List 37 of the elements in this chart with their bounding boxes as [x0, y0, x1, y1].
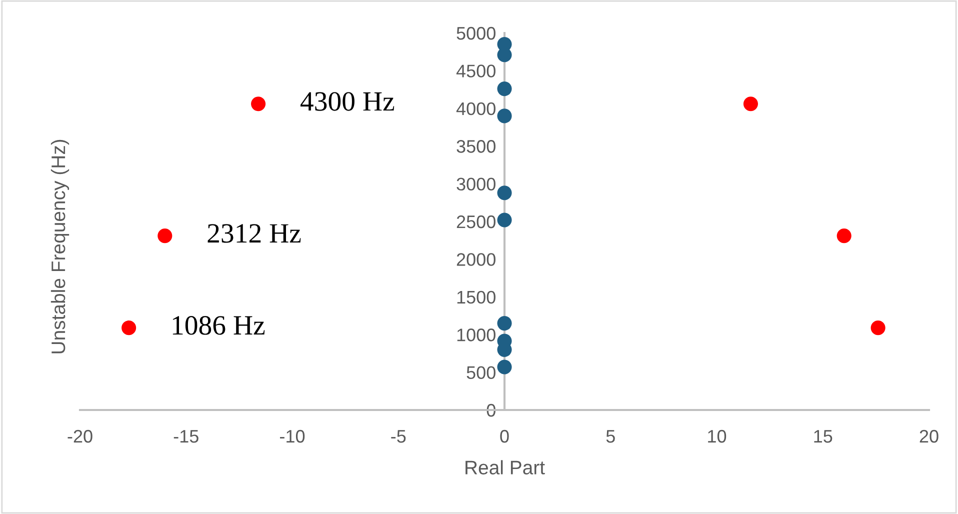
x-tick-label: 15: [814, 430, 832, 443]
point: [743, 96, 758, 112]
y-tick-label: 1000: [457, 328, 496, 342]
point: [122, 320, 136, 336]
annotation: 1086 Hz: [172, 316, 265, 335]
point: [497, 82, 512, 96]
x-tick-label: 10: [708, 430, 726, 443]
y-tick-label: 3000: [456, 178, 496, 191]
point: [497, 48, 512, 62]
x-axis-title: Real Part: [466, 460, 545, 474]
point: [497, 108, 512, 124]
y-tick-label: 4500: [456, 64, 496, 78]
point: [497, 186, 512, 200]
point: [497, 360, 512, 374]
x-tick-label: -20: [68, 430, 92, 443]
y-tick-label: 1500: [457, 290, 496, 304]
y-tick-label: 500: [466, 366, 496, 380]
annotation: 4300 Hz: [300, 92, 394, 111]
x-tick-label: -15: [174, 430, 198, 443]
annotation: 2312 Hz: [208, 224, 301, 243]
point: [497, 212, 512, 228]
point: [497, 316, 512, 331]
y-tick-label: 3500: [456, 140, 496, 153]
x-tick-label: -10: [280, 430, 305, 443]
y-tick-label: 4000: [456, 102, 496, 116]
y-axis-title: Unstable Frequency (Hz): [50, 140, 70, 354]
point: [251, 96, 266, 112]
y-tick-label: 5000: [456, 26, 496, 40]
x-tick-label: 0: [500, 430, 509, 443]
point: [158, 228, 172, 244]
point: [836, 228, 852, 244]
point: [870, 320, 886, 336]
y-tick-label: 2000: [456, 253, 496, 266]
x-tick-label: -5: [391, 430, 406, 443]
x-tick-label: 5: [606, 430, 615, 443]
y-tick-label: 2500: [456, 215, 496, 228]
x-tick-label: 20: [920, 430, 938, 443]
